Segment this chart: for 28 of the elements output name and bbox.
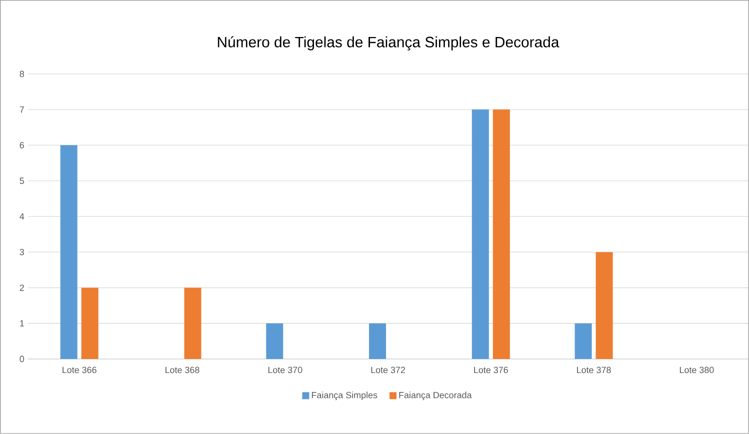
bar bbox=[81, 288, 98, 360]
x-tick-label: Lote 370 bbox=[268, 366, 302, 374]
x-tick-label: Lote 372 bbox=[371, 366, 405, 374]
x-tick-label: Lote 376 bbox=[474, 366, 508, 374]
bar bbox=[574, 323, 592, 360]
x-tick-label: Lote 380 bbox=[680, 366, 714, 374]
bar bbox=[184, 288, 202, 360]
legend-label: Faiança Simples bbox=[312, 392, 378, 400]
legend-label: Faiança Decorada bbox=[399, 392, 472, 400]
chart-title: Número de Tigelas de Faiança Simples e Decorada bbox=[218, 36, 560, 50]
bar bbox=[596, 252, 613, 360]
y-tick-label: 5 bbox=[20, 178, 24, 184]
y-tick-label: 8 bbox=[20, 70, 24, 78]
y-tick-label: 2 bbox=[20, 284, 24, 291]
x-tick-label: Lote 366 bbox=[62, 366, 96, 374]
bar bbox=[492, 110, 510, 360]
x-tick-label: Lote 368 bbox=[166, 366, 200, 374]
bar bbox=[472, 110, 489, 360]
y-tick-label: 6 bbox=[20, 142, 24, 148]
y-tick-label: 1 bbox=[20, 320, 24, 326]
bar bbox=[60, 145, 78, 360]
y-tick-label: 3 bbox=[20, 248, 24, 256]
y-tick-label: 0 bbox=[20, 356, 24, 362]
bar bbox=[266, 323, 284, 360]
x-tick-label: Lote 378 bbox=[577, 366, 611, 374]
y-tick-label: 4 bbox=[20, 213, 24, 220]
y-tick-label: 7 bbox=[20, 106, 24, 113]
bar bbox=[369, 323, 386, 360]
